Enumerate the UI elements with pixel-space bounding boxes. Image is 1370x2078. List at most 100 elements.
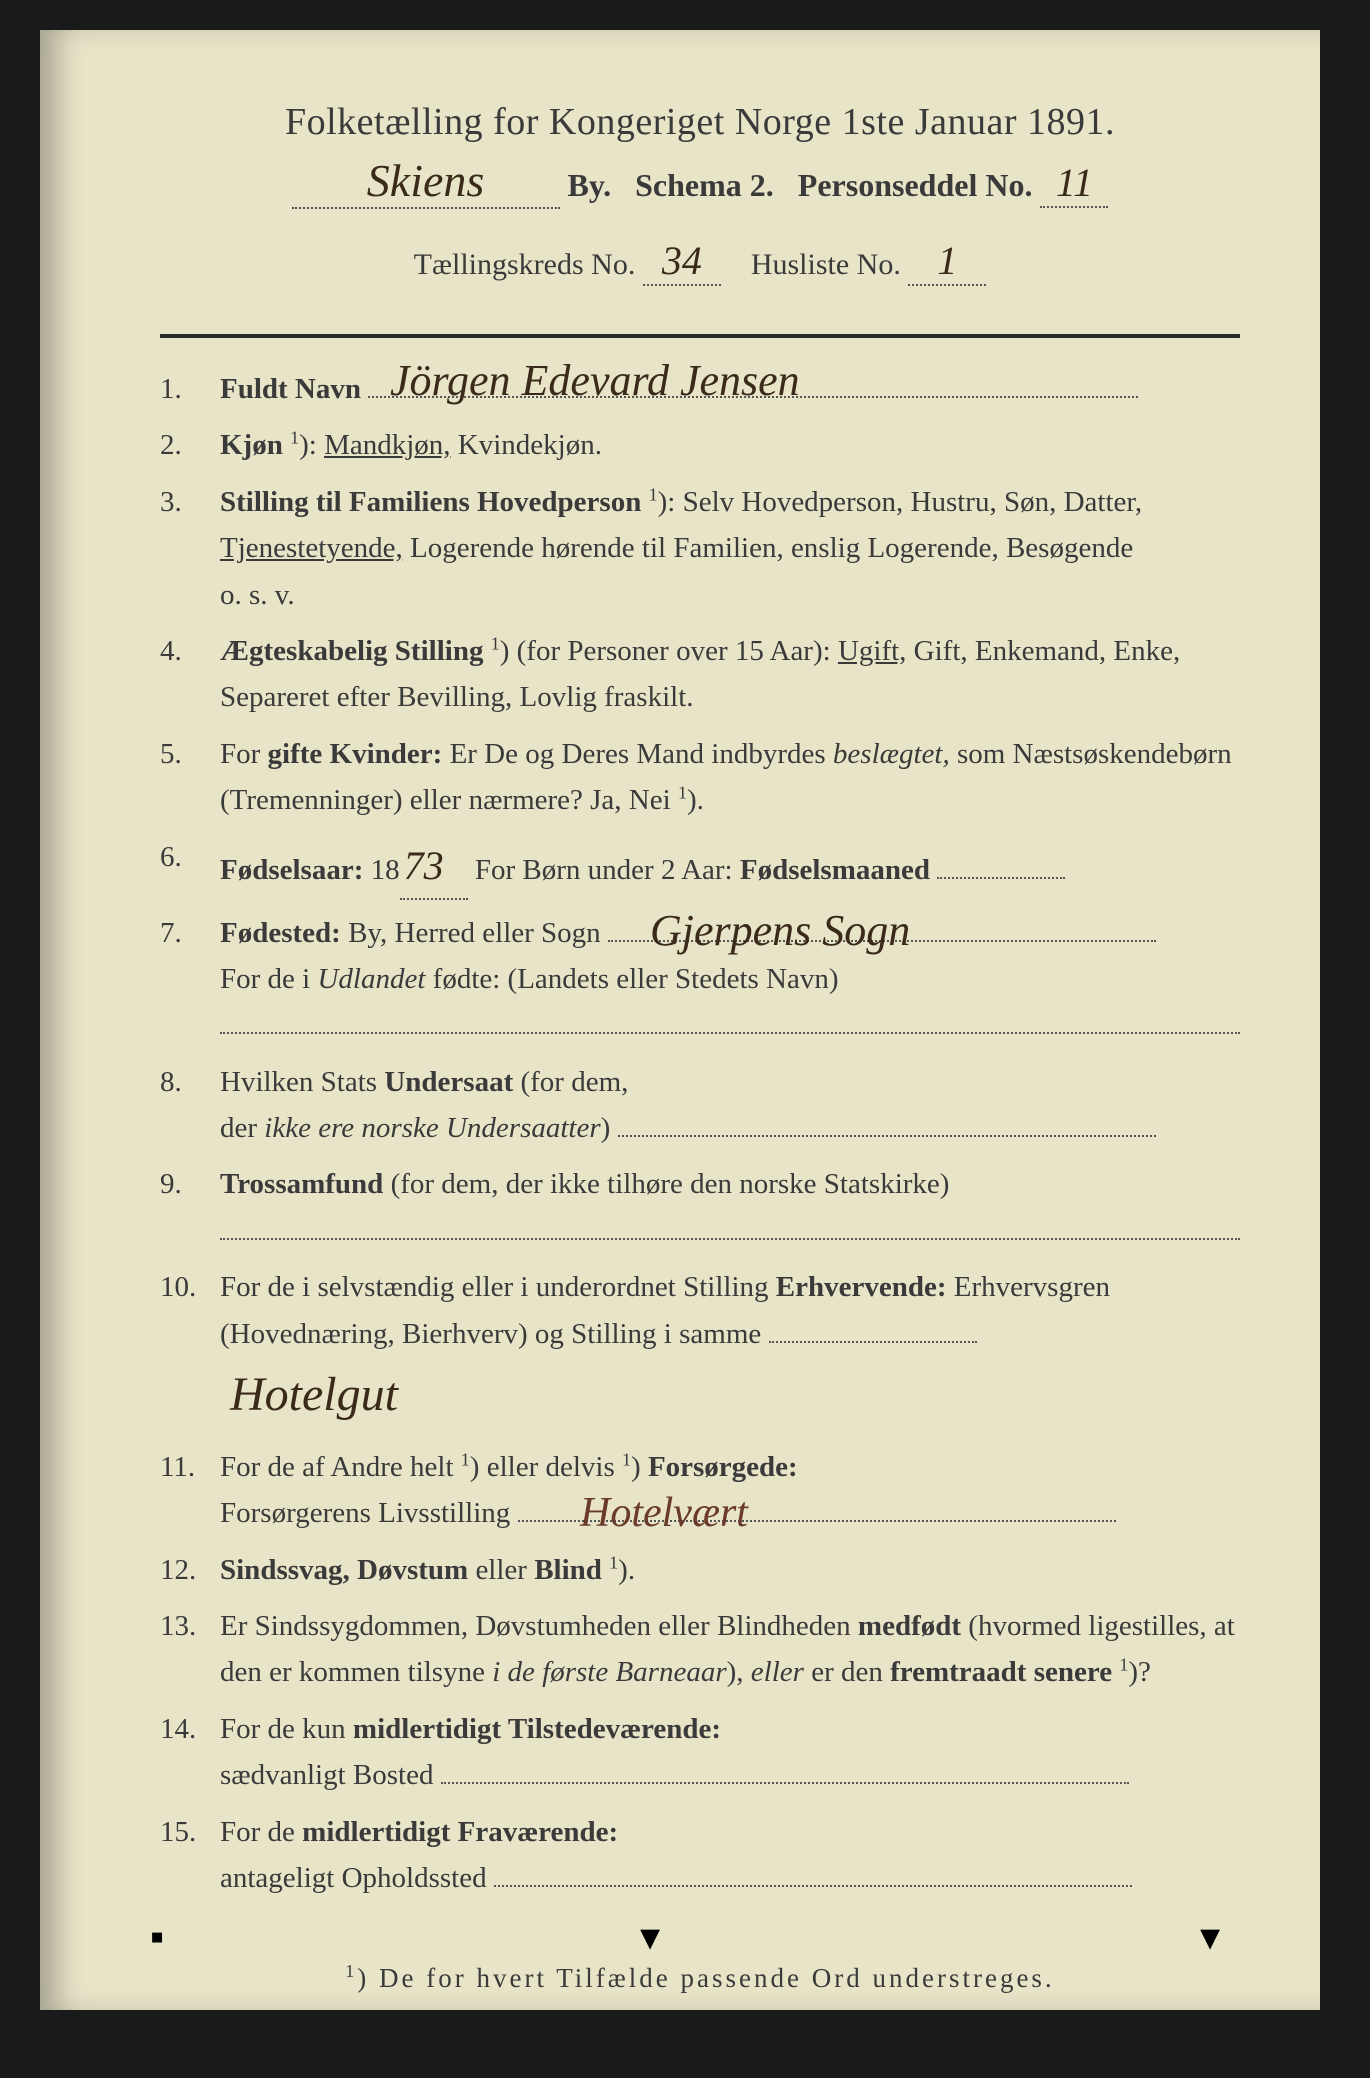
erhvervende: Erhvervende: [776,1271,947,1303]
l13e: ), [727,1656,751,1688]
item-9: 9. Trossamfund (for dem, der ikke tilhør… [160,1161,1240,1254]
divider [160,334,1240,338]
stilling-opts-a: Selv Hovedperson, Hustru, Søn, Datter, [683,486,1143,518]
l8d: der [220,1112,264,1144]
paren-4: ) [500,635,510,667]
fravaerende: midlertidigt Fraværende: [302,1816,618,1848]
blind: Blind [534,1554,609,1586]
by-label: By. [568,167,612,203]
sup-5: 1 [678,782,687,802]
beslaegtet: beslægtet, [833,738,950,770]
aegteskab-a: (for Personer over 15 Aar): [509,635,838,667]
year-hand: 73 [400,834,468,900]
eller: eller [751,1656,804,1688]
opholdssted-line [494,1885,1132,1887]
sup-13: 1 [1119,1655,1128,1675]
paren-2: ): [299,429,317,461]
header-row-2: Skiens By. Schema 2. Personseddel No. 11 [160,154,1240,209]
undersaat: Undersaat [384,1066,513,1098]
mandkjon: Mandkjøn, [324,429,450,461]
l13g: er den [804,1656,890,1688]
num-14: 14. [160,1706,220,1799]
tick-mark-2: ▾ [1200,1913,1220,1960]
undersaat-line [618,1135,1156,1137]
paren-12: ). [618,1554,635,1586]
bosted-line [441,1782,1129,1784]
erhverv-line1 [769,1341,977,1343]
item-10: 10. For de i selvstændig eller i underor… [160,1264,1240,1434]
num-15: 15. [160,1809,220,1902]
value-name: Jörgen Edevard Jensen [390,346,800,416]
sup-3: 1 [649,484,658,504]
city-field: Skiens [292,154,560,209]
gifte-kvinder: gifte Kvinder: [268,738,443,770]
item-4: 4. Ægteskabelig Stilling 1) (for Persone… [160,628,1240,721]
personseddel-no: 11 [1040,159,1108,208]
l5c: Er De og Deres Mand indbyrdes [442,738,833,770]
kreds-no: 34 [643,237,721,286]
l14a: For de kun [220,1713,353,1745]
husliste-no: 1 [908,237,986,286]
sup-2: 1 [290,428,299,448]
num-8: 8. [160,1059,220,1152]
item-8: 8. Hvilken Stats Undersaat (for dem, der… [160,1059,1240,1152]
l6c: For Børn under 2 Aar: [468,854,740,886]
erhverv-hand: Hotelgut [230,1368,398,1421]
sup-12: 1 [609,1552,618,1572]
footnote-text: ) De for hvert Tilfælde passende Ord und… [357,1963,1054,1993]
num-12: 12. [160,1547,220,1593]
label-kjon: Kjøn [220,429,290,461]
tick-mark-1: ▾ [640,1913,660,1960]
tros-line [220,1216,1240,1240]
item-6: 6. Fødselsaar: 1873 For Børn under 2 Aar… [160,834,1240,900]
personseddel-label: Personseddel No. [798,167,1033,203]
l13i: ? [1138,1656,1151,1688]
item-2: 2. Kjøn 1): Mandkjøn, Kvindekjøn. [160,422,1240,468]
item-3: 3. Stilling til Familiens Hovedperson 1)… [160,479,1240,618]
fodselsmaaned: Fødselsmaaned [740,854,930,886]
header-row-3: Tællingskreds No. 34 Husliste No. 1 [160,237,1240,286]
item-13: 13. Er Sindssygdommen, Døvstumheden elle… [160,1603,1240,1696]
udlandet: Udlandet [317,963,425,995]
num-11: 11. [160,1444,220,1537]
l11b: eller delvis [479,1451,622,1483]
l7c: For de i [220,963,317,995]
num-6: 6. [160,834,220,900]
l7b: By, Herred eller Sogn [341,917,601,949]
stilling-opts-b: Logerende hørende til Familien, enslig L… [403,532,1133,564]
l15c: antageligt Opholdssted [220,1862,487,1894]
item-5: 5. For gifte Kvinder: Er De og Deres Man… [160,731,1240,824]
num-7: 7. [160,910,220,1049]
forsorger-hand: Hotelvært [580,1480,748,1547]
item-7: 7. Fødested: By, Herred eller Sogn Gjerp… [160,910,1240,1049]
tjenestetyende: Tjenestetyende, [220,532,403,564]
paren-5: ). [687,784,704,816]
footnote-sup: 1 [345,1961,357,1981]
num-9: 9. [160,1161,220,1254]
sup-4: 1 [491,633,500,653]
item-12: 12. Sindssvag, Døvstum eller Blind 1). [160,1547,1240,1593]
item-1: 1. Fuldt Navn Jörgen Edevard Jensen [160,366,1240,412]
l8a: Hvilken Stats [220,1066,384,1098]
item-11: 11. For de af Andre helt 1) eller delvis… [160,1444,1240,1537]
l11a: For de af Andre helt [220,1451,461,1483]
label-stilling: Stilling til Familiens Hovedperson [220,486,649,518]
num-1: 1. [160,366,220,412]
num-5: 5. [160,731,220,824]
census-form-page: Folketælling for Kongeriget Norge 1ste J… [40,30,1320,2010]
l12b: eller [468,1554,534,1586]
item-14: 14. For de kun midlertidigt Tilstedevære… [160,1706,1240,1799]
l9b: (for dem, der ikke tilhøre den norske St… [383,1168,949,1200]
l8f: ) [601,1112,611,1144]
forsorgede: Forsørgede: [648,1451,798,1483]
footnote: 1) De for hvert Tilfælde passende Ord un… [160,1961,1240,1994]
label-fuldt-navn: Fuldt Navn [220,373,361,405]
l7e: fødte: (Landets eller Stedets Navn) [425,963,838,995]
num-13: 13. [160,1603,220,1696]
fodested-hand: Gjerpens Sogn [650,896,910,966]
osv: o. s. v. [220,579,295,611]
kreds-label: Tællingskreds No. [414,248,636,281]
tilstedevaerende: midlertidigt Tilstedeværende: [353,1713,721,1745]
l14c: sædvanligt Bosted [220,1759,433,1791]
blot-icon: ▪ [150,1913,164,1960]
